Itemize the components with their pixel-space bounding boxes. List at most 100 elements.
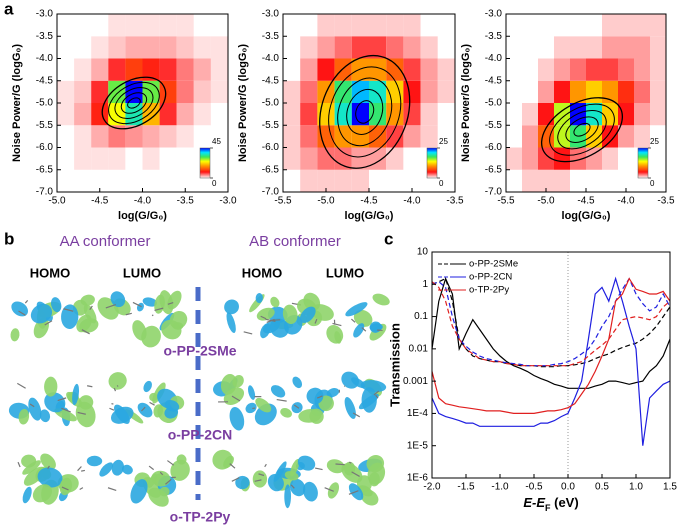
orbital-lobe — [99, 462, 114, 477]
heat-cell — [650, 36, 666, 59]
heat-cell — [634, 125, 650, 148]
fit-contour — [108, 81, 160, 125]
x-tick-label: -4.5 — [91, 196, 109, 207]
bond — [352, 412, 361, 418]
bond — [159, 471, 164, 476]
y-tick-label: -3.5 — [485, 31, 503, 42]
heat-cell — [618, 58, 634, 81]
orbital-lobe — [10, 328, 20, 342]
molecule-name: o-TP-2Py — [170, 509, 231, 525]
heat-cell — [538, 169, 554, 192]
heat-cell — [210, 103, 228, 126]
x-tick-label: -3.5 — [446, 196, 464, 207]
heat-cell — [618, 169, 634, 192]
orbital-lobe — [108, 372, 127, 390]
heat-cell — [57, 36, 75, 59]
group-title: AB conformer — [249, 233, 341, 250]
x-tick-label: -5.5 — [274, 196, 292, 207]
orbital-lobe — [327, 482, 340, 499]
y-tick-label: -7.0 — [36, 187, 54, 198]
x-tick-label: -1.5 — [457, 482, 475, 493]
bond — [276, 398, 287, 402]
orbital-lobe — [212, 449, 233, 470]
orbital-lobe — [345, 302, 368, 317]
orbital-lobe — [369, 323, 383, 332]
orbital-lobe — [282, 304, 298, 325]
heat-cell — [210, 147, 228, 170]
bond — [167, 301, 174, 305]
heat-cell — [142, 36, 160, 59]
orbital-lobe — [44, 392, 66, 413]
heat-cell — [437, 58, 455, 81]
heat-cell — [159, 36, 177, 59]
x-tick-label: -0.5 — [525, 482, 543, 493]
heat-cell — [437, 169, 455, 192]
heat-cell — [586, 14, 602, 37]
column-title: HOMO — [30, 265, 70, 280]
heat-cell — [506, 58, 522, 81]
heat-cell — [91, 14, 109, 37]
heat-cell — [386, 103, 404, 126]
y-tick-label: -5.0 — [485, 98, 503, 109]
orbital-lobe — [28, 397, 42, 421]
orbital-lobe — [11, 301, 29, 317]
group-title: AA conformer — [60, 233, 151, 250]
heat-cell — [618, 80, 634, 103]
heat-cell — [334, 14, 352, 37]
bond — [361, 327, 367, 332]
y-tick-label: -6.0 — [262, 142, 280, 153]
y-axis-label: Noise Power/G (logG₀) — [460, 44, 472, 162]
heat-cell — [369, 14, 387, 37]
y-tick-label: -3.0 — [485, 9, 503, 20]
heat-cell — [570, 14, 586, 37]
heat-cell — [570, 58, 586, 81]
fit-contour — [328, 66, 402, 158]
orbital-lobe — [51, 297, 62, 313]
orbital-lobe — [130, 479, 148, 504]
heat-cell — [317, 58, 335, 81]
heat-cell — [159, 58, 177, 81]
heat-cell — [159, 103, 177, 126]
bond — [132, 301, 142, 308]
colorbar-label: 0 — [212, 179, 217, 188]
orbital-lobe — [137, 402, 153, 418]
bond — [258, 473, 265, 477]
y-tick-label: -6.5 — [36, 164, 54, 175]
heat-cell — [634, 58, 650, 81]
heat-cell — [437, 80, 455, 103]
heat-cell — [403, 147, 421, 170]
orbital-lobe — [326, 388, 340, 398]
heat-cell — [283, 80, 301, 103]
y-tick-label: 0.1 — [414, 311, 428, 322]
y-tick-label: -4.0 — [36, 53, 54, 64]
orbital-lobe — [44, 376, 58, 397]
heat-cell — [108, 36, 126, 59]
y-tick-label: -6.0 — [36, 142, 54, 153]
x-tick-label: -4.5 — [360, 196, 378, 207]
heat-cell — [74, 36, 92, 59]
orbital-lobe — [83, 304, 97, 324]
y-axis-label: Noise Power/G (logG₀) — [11, 44, 23, 162]
heat-cell — [193, 80, 211, 103]
heat-cell — [522, 36, 538, 59]
orbital-lobe — [270, 296, 280, 308]
heat-cell — [334, 80, 352, 103]
bond — [154, 307, 164, 311]
heat-cell — [586, 125, 602, 148]
x-tick-label: -4.0 — [134, 196, 152, 207]
bond — [373, 390, 380, 396]
orbital-lobe — [111, 459, 124, 476]
x-tick-label: -5.0 — [317, 196, 335, 207]
orbital-lobe — [366, 454, 385, 473]
fit-contour — [120, 92, 148, 114]
molecule-name: o-PP-2CN — [168, 427, 233, 443]
heat-cell — [522, 169, 538, 192]
heat-cell — [420, 14, 438, 37]
bond — [243, 331, 253, 335]
colorbar-label: 0 — [439, 179, 444, 188]
fit-contour — [337, 77, 393, 147]
heat-cell — [602, 103, 618, 126]
heat-cell — [300, 80, 318, 103]
heat-cell — [650, 125, 666, 148]
heat-cell — [650, 14, 666, 37]
